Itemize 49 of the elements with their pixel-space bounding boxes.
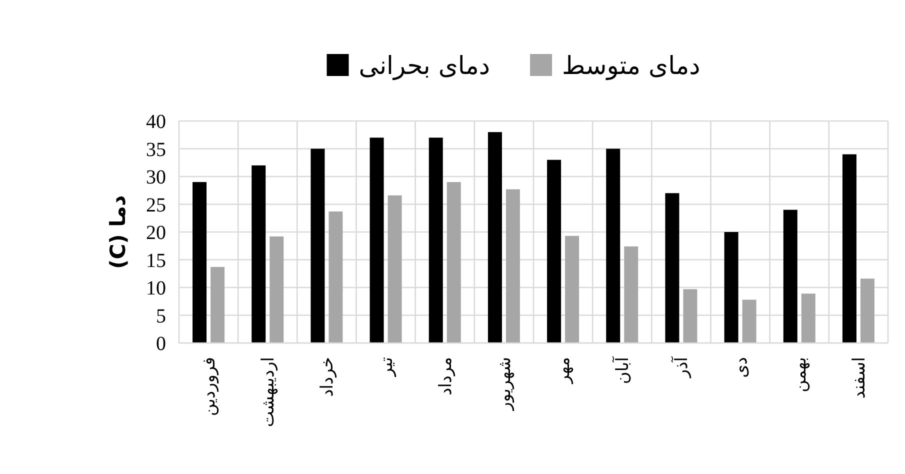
bar [860,278,874,343]
bar [565,236,580,343]
legend-label: دمای بحرانی [358,51,490,81]
bar [192,182,207,343]
x-tick-label: مهر [554,357,574,384]
bar [428,138,443,343]
x-tick-label: اردیبهشت [258,357,279,428]
y-axis-title: دما (C) [106,194,130,269]
x-tick-label: اسفند [849,357,870,399]
bar [388,195,402,343]
x-tick-label: آذر [671,356,692,379]
x-tick-label: بهمن [790,357,810,392]
y-tick-label: 0 [156,333,166,355]
bar [665,193,680,343]
y-tick-label: 5 [156,305,166,328]
x-tick-label: خرداد [318,357,338,397]
bar [624,246,638,343]
bar [310,148,325,343]
bar [742,300,756,343]
x-tick-label: تیر [376,356,397,378]
x-tick-label: آبان [612,356,634,384]
x-tick-label: دی [731,357,752,378]
bar [801,294,816,343]
y-tick-label: 40 [146,111,166,133]
bar [724,232,738,343]
bar [252,165,266,343]
x-tick-label: مرداد [436,357,456,396]
bar [446,182,461,343]
bar [328,211,343,343]
bar [683,289,698,343]
x-tick-label: فروردین [200,357,220,416]
y-tick-label: 15 [146,250,166,272]
x-tick-label: شهریور [494,357,515,412]
bar [370,138,384,343]
bar [842,154,856,343]
bar [606,148,620,343]
y-tick-label: 30 [146,166,166,188]
bar [270,236,284,343]
legend: دمای بحرانی دمای متوسط [326,51,700,80]
bar [783,210,798,343]
legend-label: دمای متوسط [562,51,700,81]
y-tick-label: 25 [146,194,166,216]
y-tick-label: 35 [146,138,166,161]
bar [506,189,520,343]
y-tick-label: 10 [146,278,166,300]
bar [210,266,225,343]
bar [488,132,502,343]
bar [547,160,562,343]
y-tick-label: 20 [146,222,166,244]
